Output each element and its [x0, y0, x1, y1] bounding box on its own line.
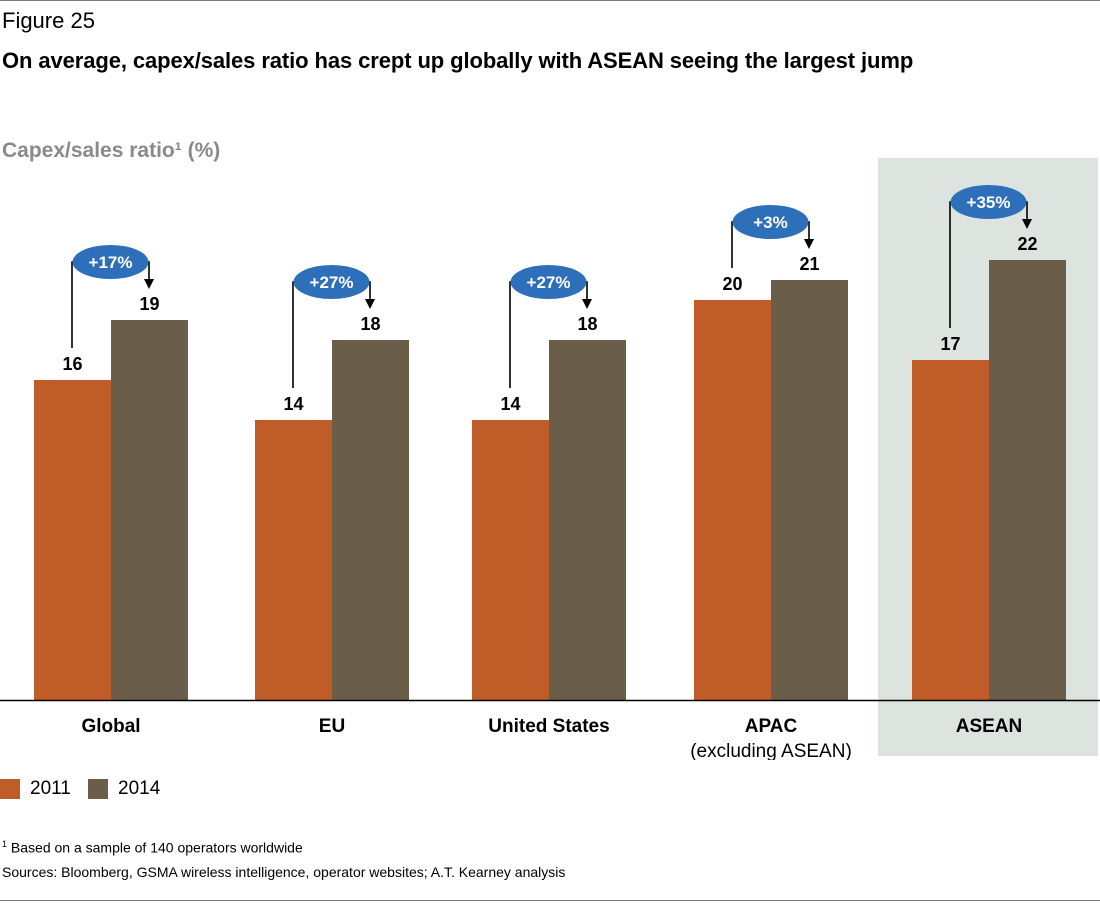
change-bubble-asean [950, 185, 1027, 219]
capex-sales-bar-chart: Capex/sales ratio¹ (%) 16 19 +17% Global 14 1… [0, 139, 1100, 760]
change-bubble-united-states [510, 265, 587, 299]
category-label-united-states: United States [488, 716, 609, 737]
category-label-global: Global [81, 716, 140, 737]
change-bubble-apac [732, 205, 809, 239]
chart-headline: On average, capex/sales ratio has crept … [2, 48, 914, 73]
footnote: 1 Based on a sample of 140 operators wor… [2, 839, 303, 856]
legend-label-2011: 2011 [30, 778, 71, 799]
value-label-apac-2011: 20 [722, 274, 742, 294]
legend-swatch-2014 [88, 779, 108, 799]
change-label-apac: +3% [753, 213, 788, 232]
top-rule [0, 0, 1100, 1]
value-label-apac-2014: 21 [799, 254, 819, 274]
value-label-united-states-2011: 14 [500, 394, 520, 414]
bar-apac-2011 [694, 300, 771, 700]
value-label-eu-2014: 18 [360, 314, 380, 334]
legend-2014: 2014 [88, 776, 160, 802]
change-bubble-eu [293, 265, 370, 299]
bar-eu-2011 [255, 420, 332, 700]
bar-eu-2014 [332, 340, 409, 700]
value-label-global-2011: 16 [62, 354, 82, 374]
value-label-asean-2014: 22 [1017, 234, 1037, 254]
legend-2011: 2011 [0, 776, 71, 802]
value-label-eu-2011: 14 [283, 394, 303, 414]
footnote-mark: 1 [2, 839, 8, 849]
y-axis-title: Capex/sales ratio¹ (%) [2, 139, 220, 162]
change-label-eu: +27% [310, 273, 354, 292]
change-label-global: +17% [89, 253, 133, 272]
bar-united-states-2011 [472, 420, 549, 700]
change-bubble-global [72, 245, 149, 279]
value-label-united-states-2014: 18 [577, 314, 597, 334]
category-sublabel-apac: (excluding ASEAN) [690, 741, 852, 760]
value-label-asean-2011: 17 [940, 334, 960, 354]
bar-global-2014 [111, 320, 188, 700]
bar-united-states-2014 [549, 340, 626, 700]
bar-asean-2011 [912, 360, 989, 700]
change-label-asean: +35% [967, 193, 1011, 212]
bar-asean-2014 [989, 260, 1066, 700]
bar-global-2011 [34, 380, 111, 700]
category-label-eu: EU [319, 716, 345, 737]
footnote-text: Based on a sample of 140 operators world… [10, 839, 303, 856]
change-label-united-states: +27% [527, 273, 571, 292]
legend-label-2014: 2014 [118, 778, 161, 799]
category-label-apac: APAC [745, 716, 798, 737]
value-label-global-2014: 19 [139, 294, 159, 314]
category-label-asean: ASEAN [956, 716, 1023, 737]
legend-swatch-2011 [0, 779, 20, 799]
sources-note: Sources: Bloomberg, GSMA wireless intell… [2, 864, 566, 880]
bottom-rule [0, 900, 1100, 901]
figure-label: Figure 25 [2, 8, 95, 33]
bar-apac-2014 [771, 280, 848, 700]
